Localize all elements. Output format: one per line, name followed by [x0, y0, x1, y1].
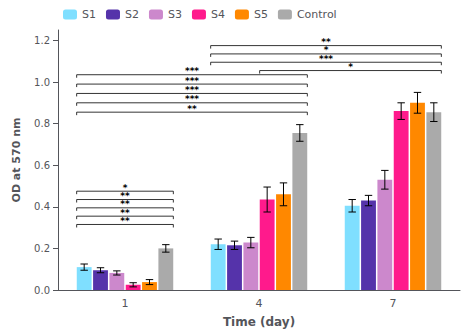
svg-text:4: 4	[256, 297, 263, 310]
svg-text:1: 1	[122, 297, 129, 310]
svg-text:1.0: 1.0	[34, 77, 50, 88]
svg-text:OD at 570 nm: OD at 570 nm	[10, 118, 23, 203]
svg-text:0.6: 0.6	[34, 160, 50, 171]
svg-text:S4: S4	[211, 8, 225, 21]
svg-text:S2: S2	[125, 8, 139, 21]
svg-text:**: **	[187, 104, 197, 114]
svg-text:S3: S3	[168, 8, 182, 21]
svg-text:0.2: 0.2	[34, 243, 50, 254]
svg-text:1.2: 1.2	[34, 35, 50, 46]
svg-text:S1: S1	[82, 8, 96, 21]
svg-text:0.0: 0.0	[34, 285, 50, 296]
svg-text:***: ***	[319, 54, 333, 64]
svg-text:Control: Control	[297, 8, 337, 21]
svg-text:0.4: 0.4	[34, 201, 50, 212]
svg-text:0.8: 0.8	[34, 118, 50, 129]
svg-text:S5: S5	[254, 8, 268, 21]
svg-text:*: *	[348, 62, 353, 72]
svg-text:**: **	[120, 216, 130, 226]
svg-text:7: 7	[390, 297, 397, 310]
svg-text:Time (day): Time (day)	[223, 315, 295, 329]
